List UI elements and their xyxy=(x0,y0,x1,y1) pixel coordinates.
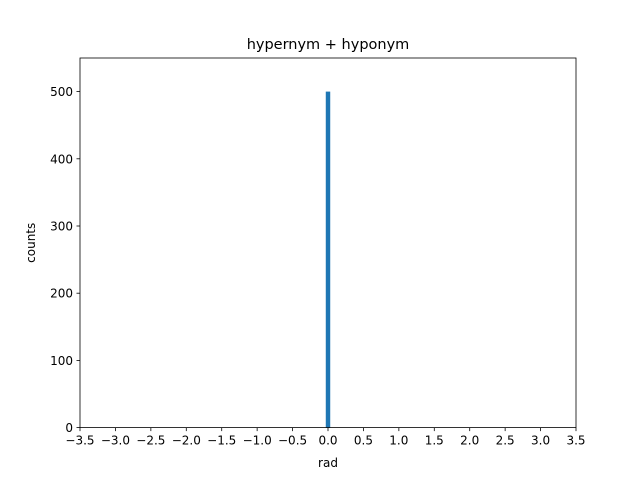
x-tick-label: −3.0 xyxy=(101,434,130,448)
x-tick-label: −1.0 xyxy=(243,434,272,448)
x-tick-label: −2.0 xyxy=(172,434,201,448)
y-tick-label: 100 xyxy=(50,354,73,368)
histogram-bar xyxy=(325,91,331,428)
x-tick-label: 1.0 xyxy=(389,434,408,448)
y-tick-label: 400 xyxy=(50,152,73,166)
y-tick-label: 0 xyxy=(65,421,73,435)
x-tick-label: −0.5 xyxy=(278,434,307,448)
x-tick-label: 2.5 xyxy=(496,434,515,448)
x-tick-label: −2.5 xyxy=(136,434,165,448)
y-tick-label: 200 xyxy=(50,287,73,301)
y-tick-label: 500 xyxy=(50,85,73,99)
y-axis-ticks: 0 100 200 300 400 500 xyxy=(50,85,80,435)
x-tick-label: 3.0 xyxy=(531,434,550,448)
x-axis-label: rad xyxy=(318,456,338,470)
chart-title: hypernym + hyponym xyxy=(247,37,410,53)
x-tick-label: 0.0 xyxy=(318,434,337,448)
bars-group xyxy=(325,91,331,428)
x-axis-ticks: −3.5 −3.0 −2.5 −2.0 −1.5 −1.0 −0.5 0.0 0.5 1.0 1.5… xyxy=(65,427,586,448)
x-tick-label: 0.5 xyxy=(354,434,373,448)
y-tick-label: 300 xyxy=(50,220,73,234)
x-tick-label: 1.5 xyxy=(425,434,444,448)
y-axis-label: counts xyxy=(24,223,38,263)
x-tick-label: 3.5 xyxy=(566,434,585,448)
x-tick-label: −3.5 xyxy=(65,434,94,448)
x-tick-label: 2.0 xyxy=(460,434,479,448)
x-tick-label: −1.5 xyxy=(207,434,236,448)
